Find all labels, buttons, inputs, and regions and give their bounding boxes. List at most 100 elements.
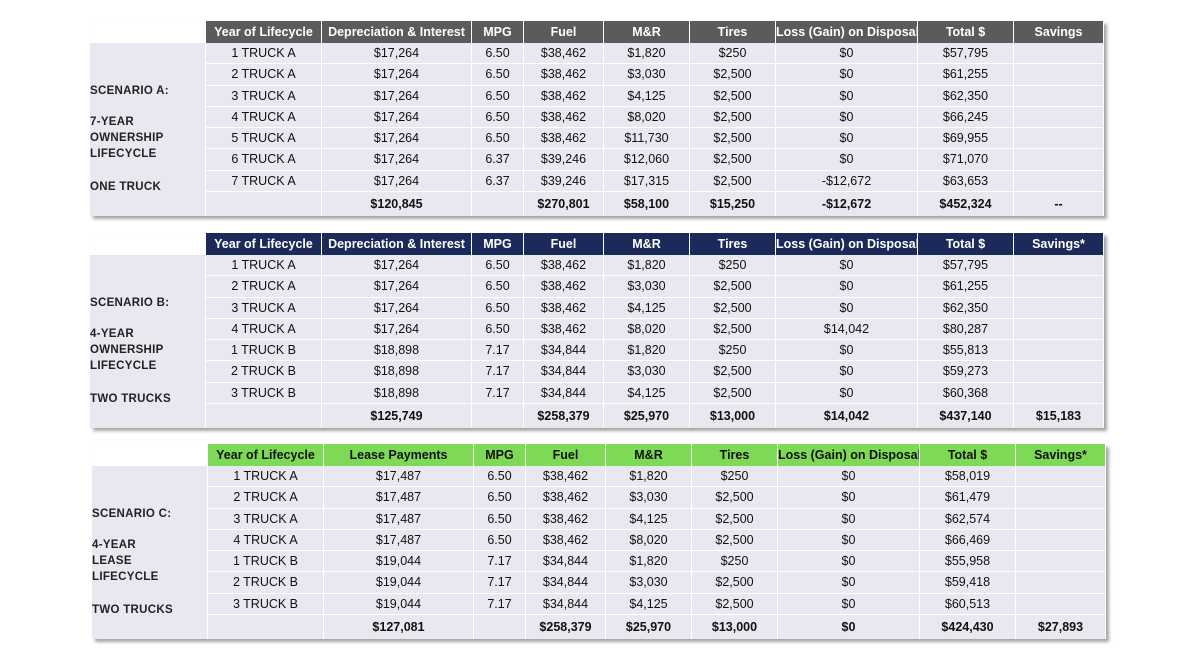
table-cell-total: $55,813 <box>918 340 1014 362</box>
column-header-savings: Savings* <box>1016 444 1106 466</box>
table-cell-fuel: $38,462 <box>526 466 606 488</box>
table-cell-fuel: $38,462 <box>524 106 604 129</box>
total-cell-total: $452,324 <box>918 192 1014 217</box>
table-cell-year-of-lifecycle: 3 TRUCK B <box>208 593 324 616</box>
table-cell-m-and-r: $4,125 <box>604 382 690 405</box>
table-cell-loss-gain-on-disposal: $0 <box>778 593 920 616</box>
table-cell-savings <box>1016 551 1106 573</box>
table-cell-mpg: 6.50 <box>472 85 524 107</box>
table-cell-cost: $17,487 <box>324 466 474 488</box>
column-header-year-of-lifecycle: Year of Lifecycle <box>206 233 322 255</box>
table-cell-year-of-lifecycle: 3 TRUCK A <box>206 85 322 107</box>
table-cell-loss-gain-on-disposal: $0 <box>776 340 918 362</box>
total-cell-fuel: $258,379 <box>524 404 604 429</box>
table-cell-total: $71,070 <box>918 149 1014 171</box>
table-cell-year-of-lifecycle: 3 TRUCK B <box>206 382 322 405</box>
table-cell-total: $66,469 <box>920 529 1016 552</box>
column-header-total: Total $ <box>918 21 1014 43</box>
table-cell-fuel: $38,462 <box>524 276 604 298</box>
table-cell-total: $66,245 <box>918 106 1014 129</box>
table-cell-total: $59,273 <box>918 361 1014 383</box>
scenario-label-line: OWNERSHIP <box>90 344 164 356</box>
table-cell-savings <box>1014 106 1104 129</box>
table-cell-mpg: 6.50 <box>474 508 526 530</box>
table-cell-m-and-r: $1,820 <box>604 255 690 277</box>
scenario-label-line: SCENARIO B: <box>90 297 170 309</box>
table-cell-cost: $19,044 <box>324 572 474 594</box>
table-cell-tires: $2,500 <box>692 572 778 594</box>
table-cell-year-of-lifecycle: 3 TRUCK A <box>208 508 324 530</box>
table-cell-fuel: $34,844 <box>526 572 606 594</box>
column-header-cost: Depreciation & Interest <box>322 21 472 43</box>
table-cell-mpg: 6.37 <box>472 170 524 193</box>
table-cell-cost: $17,264 <box>322 276 472 298</box>
column-header-cost: Lease Payments <box>324 444 474 466</box>
table-cell-savings <box>1014 64 1104 86</box>
table-cell-m-and-r: $3,030 <box>604 64 690 86</box>
table-cell-m-and-r: $3,030 <box>606 487 692 509</box>
column-header-tires: Tires <box>690 21 776 43</box>
table-cell-year-of-lifecycle: 5 TRUCK A <box>206 128 322 150</box>
table-cell-loss-gain-on-disposal: $0 <box>778 529 920 552</box>
scenario-label-line: 4-YEAR <box>90 328 134 340</box>
column-header-tires: Tires <box>690 233 776 255</box>
total-cell-cost: $127,081 <box>324 615 474 640</box>
column-header-cost: Depreciation & Interest <box>322 233 472 255</box>
table-cell-tires: $2,500 <box>692 593 778 616</box>
scenario-label-line: OWNERSHIP <box>90 132 164 144</box>
table-cell-savings <box>1014 149 1104 171</box>
table-cell-cost: $17,264 <box>322 297 472 319</box>
table-cell-loss-gain-on-disposal: $14,042 <box>776 318 918 341</box>
table-cell-mpg: 6.50 <box>472 297 524 319</box>
table-cell-total: $69,955 <box>918 128 1014 150</box>
total-cell-savings: -- <box>1014 192 1104 217</box>
table-cell-loss-gain-on-disposal: $0 <box>778 572 920 594</box>
table-cell-m-and-r: $1,820 <box>604 340 690 362</box>
table-cell-mpg: 6.50 <box>474 529 526 552</box>
header-blank-cell <box>92 444 208 466</box>
totals-blank-cell <box>90 192 206 217</box>
table-cell-fuel: $38,462 <box>524 297 604 319</box>
table-cell-total: $62,574 <box>920 508 1016 530</box>
table-cell-m-and-r: $4,125 <box>606 593 692 616</box>
table-cell-fuel: $39,246 <box>524 170 604 193</box>
column-header-fuel: Fuel <box>526 444 606 466</box>
table-cell-tires: $2,500 <box>690 382 776 405</box>
table-cell-cost: $19,044 <box>324 551 474 573</box>
table-cell-tires: $2,500 <box>690 297 776 319</box>
table-cell-tires: $250 <box>692 466 778 488</box>
table-cell-mpg: 6.37 <box>472 149 524 171</box>
table-cell-year-of-lifecycle: 6 TRUCK A <box>206 149 322 171</box>
table-cell-total: $60,368 <box>918 382 1014 405</box>
table-cell-year-of-lifecycle: 2 TRUCK B <box>208 572 324 594</box>
table-cell-fuel: $38,462 <box>526 529 606 552</box>
table-cell-year-of-lifecycle: 1 TRUCK B <box>208 551 324 573</box>
total-cell-mpg <box>474 615 526 640</box>
table-cell-m-and-r: $8,020 <box>604 106 690 129</box>
table-cell-savings <box>1014 85 1104 107</box>
table-cell-cost: $17,487 <box>324 508 474 530</box>
table-cell-total: $62,350 <box>918 85 1014 107</box>
table-cell-cost: $18,898 <box>322 361 472 383</box>
table-cell-mpg: 7.17 <box>474 572 526 594</box>
total-cell-m-and-r: $25,970 <box>606 615 692 640</box>
total-cell-tires: $15,250 <box>690 192 776 217</box>
total-cell-mpg <box>472 192 524 217</box>
table-cell-cost: $17,264 <box>322 170 472 193</box>
total-cell-loss-gain-on-disposal: $0 <box>778 615 920 640</box>
table-cell-year-of-lifecycle: 4 TRUCK A <box>206 318 322 341</box>
total-cell-tires: $13,000 <box>690 404 776 429</box>
table-cell-fuel: $38,462 <box>524 85 604 107</box>
table-cell-tires: $2,500 <box>690 318 776 341</box>
table-cell-fuel: $34,844 <box>524 340 604 362</box>
table-cell-loss-gain-on-disposal: $0 <box>778 508 920 530</box>
table-cell-loss-gain-on-disposal: $0 <box>778 466 920 488</box>
table-cell-mpg: 7.17 <box>472 382 524 405</box>
table-cell-m-and-r: $4,125 <box>604 85 690 107</box>
total-cell-total: $424,430 <box>920 615 1016 640</box>
scenario-label-line: TWO TRUCKS <box>92 604 173 616</box>
table-cell-year-of-lifecycle: 1 TRUCK A <box>208 466 324 488</box>
column-header-mpg: MPG <box>474 444 526 466</box>
scenario-label-line: LIFECYCLE <box>90 148 157 160</box>
total-cell-m-and-r: $25,970 <box>604 404 690 429</box>
